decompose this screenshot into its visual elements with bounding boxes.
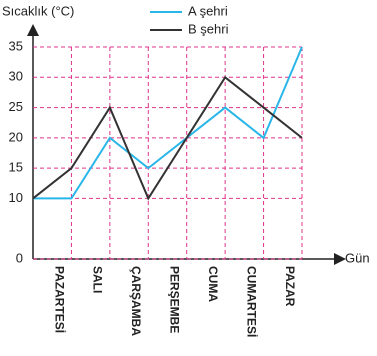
y-tick-label: 35 (9, 38, 23, 53)
x-tick-label: PAZAR (283, 266, 297, 307)
y-tick-label: 20 (9, 129, 23, 144)
y-tick-label: 10 (9, 190, 23, 205)
y-tick-label: 30 (9, 69, 23, 84)
x-tick-label: CUMA (206, 266, 220, 302)
y-tick-label: 0 (16, 250, 23, 265)
y-axis-title: Sıcaklık (°C) (2, 3, 74, 18)
x-axis-title: Gün (345, 250, 370, 265)
x-tick-label: SALI (91, 266, 105, 293)
x-tick-label: ÇARŞAMBA (129, 266, 143, 336)
x-tick-label: CUMARTESİ (244, 266, 259, 337)
x-tick-label: PAZARTESİ (52, 266, 67, 333)
series-line (32, 75, 303, 201)
legend-label: B şehri (188, 21, 229, 36)
legend-label: A şehri (188, 3, 228, 18)
y-tick-label: 15 (9, 160, 23, 175)
series-line (33, 46, 303, 200)
y-tick-label: 25 (9, 99, 23, 114)
x-tick-label: PERŞEMBE (168, 266, 182, 333)
